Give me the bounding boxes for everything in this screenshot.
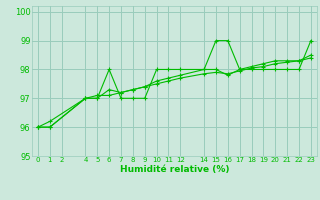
- X-axis label: Humidité relative (%): Humidité relative (%): [120, 165, 229, 174]
